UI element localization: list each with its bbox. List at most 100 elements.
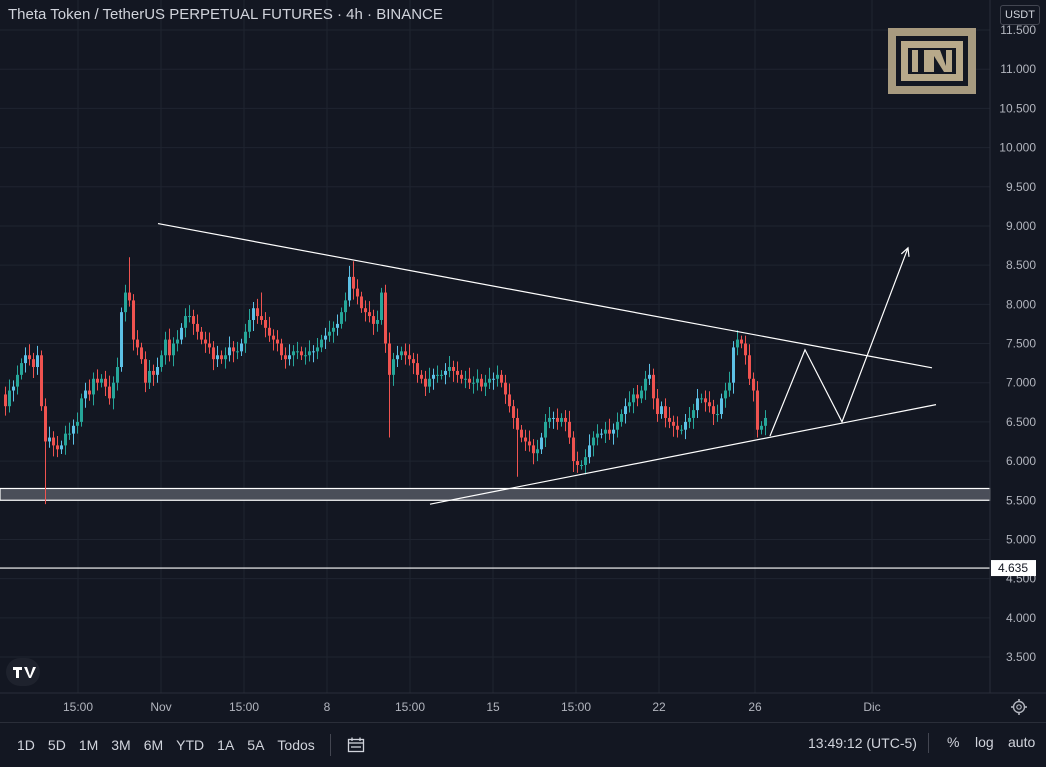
candle-body (384, 292, 387, 344)
timeframe-6m[interactable]: 6M (143, 737, 164, 753)
candle-body (688, 417, 691, 422)
candle-body (140, 347, 143, 360)
timeframe-5a[interactable]: 5A (247, 737, 265, 753)
auto-toggle[interactable]: auto (1008, 734, 1036, 750)
candle-body (148, 370, 151, 383)
time-tick-label: 8 (324, 700, 331, 714)
candle-body (692, 410, 695, 418)
time-tick-label: 15:00 (561, 700, 591, 714)
candle-body (280, 343, 283, 356)
candle-body (344, 300, 347, 313)
timeframe-5d[interactable]: 5D (47, 737, 66, 753)
projection-path (769, 247, 909, 437)
candle-body (340, 312, 343, 324)
candle-body (448, 367, 451, 371)
candle-body (536, 449, 539, 454)
candle-body (304, 355, 307, 357)
timeframe-1d[interactable]: 1D (17, 737, 35, 753)
candle-body (580, 464, 583, 466)
candle-body (184, 316, 187, 328)
candle-body (668, 417, 671, 422)
candle-body (556, 417, 559, 422)
candle-body (540, 437, 543, 450)
candle-body (584, 457, 587, 465)
candle-body (500, 374, 503, 383)
calendar-icon[interactable] (347, 737, 365, 753)
time-tick-label: 15 (486, 700, 500, 714)
candle-body (52, 437, 55, 446)
candle-body (676, 425, 679, 430)
price-tick-label: 9.500 (1006, 180, 1036, 194)
candle-body (708, 402, 711, 407)
candle-body (136, 339, 139, 348)
candle-body (188, 316, 191, 318)
time-tick-label: 15:00 (63, 700, 93, 714)
candle-body (296, 351, 299, 353)
candle-body (120, 312, 123, 368)
candle-body (720, 398, 723, 415)
candle-body (632, 394, 635, 403)
candle-body (152, 370, 155, 375)
candle-body (240, 343, 243, 352)
candle-body (60, 445, 63, 450)
candle-body (348, 276, 351, 301)
candle-body (460, 374, 463, 379)
price-chart[interactable]: 11.500 11.000 10.500 10.000 9.500 9.000 8.500 8… (0, 0, 1046, 722)
candle-body (368, 312, 371, 317)
candle-body (596, 433, 599, 438)
candle-body (628, 402, 631, 407)
candle-body (752, 378, 755, 391)
candle-body (620, 414, 623, 422)
candle-body (408, 355, 411, 360)
toolbar-divider (329, 734, 331, 756)
candle-body (548, 417, 551, 422)
candle-body (396, 355, 399, 360)
price-tick-label: 5.000 (1006, 532, 1036, 546)
candle-body (16, 374, 19, 387)
candle-body (700, 398, 703, 400)
candle-body (480, 378, 483, 387)
candle-body (264, 319, 267, 328)
candle-body (224, 355, 227, 360)
candle-body (728, 382, 731, 391)
timeframe-todos[interactable]: Todos (277, 737, 315, 753)
candle-body (436, 374, 439, 376)
timeframe-1a[interactable]: 1A (217, 737, 235, 753)
candle-body (20, 363, 23, 375)
price-axis[interactable]: 11.500 11.000 10.500 10.000 9.500 9.000 8.500 8… (989, 0, 1036, 693)
candle-body (308, 351, 311, 356)
candle-body (612, 429, 615, 434)
price-tick-label: 10.500 (999, 101, 1036, 115)
candle-body (392, 359, 395, 375)
time-tick-label: Dic (863, 700, 880, 714)
gear-icon[interactable] (1010, 698, 1028, 716)
chart-title: Theta Token / TetherUS PERPETUAL FUTURES… (8, 6, 443, 23)
candle-body (684, 421, 687, 430)
candle-body (4, 394, 7, 407)
timeframe-3m[interactable]: 3M (111, 737, 131, 753)
candle-body (472, 382, 475, 384)
candle-body (496, 374, 499, 379)
candle-body (488, 378, 491, 383)
candle-body (72, 425, 75, 434)
currency-button[interactable]: USDT (1000, 5, 1040, 25)
percent-toggle[interactable]: % (947, 734, 960, 750)
candle-body (268, 327, 271, 336)
timeframe-1m[interactable]: 1M (78, 737, 99, 753)
candle-body (160, 355, 163, 368)
timeframe-ytd[interactable]: YTD (176, 737, 205, 753)
candle-body (108, 386, 111, 399)
candle-body (604, 429, 607, 434)
candle-body (232, 347, 235, 352)
candle-body (640, 390, 643, 399)
candle-body (744, 343, 747, 356)
time-axis[interactable]: 15:00 Nov 15:00 8 15:00 15 15:00 22 26 Dic (0, 692, 1046, 714)
candle-body (564, 417, 567, 422)
candle-body (376, 319, 379, 324)
price-marker-box (991, 560, 1036, 577)
log-toggle[interactable]: log (975, 734, 994, 750)
price-tick-label: 7.000 (1006, 376, 1036, 390)
tradingview-logo-icon[interactable] (6, 658, 40, 686)
clock-display[interactable]: 13:49:12 (UTC-5) (808, 735, 917, 751)
trendline-lower-support (429, 404, 937, 505)
